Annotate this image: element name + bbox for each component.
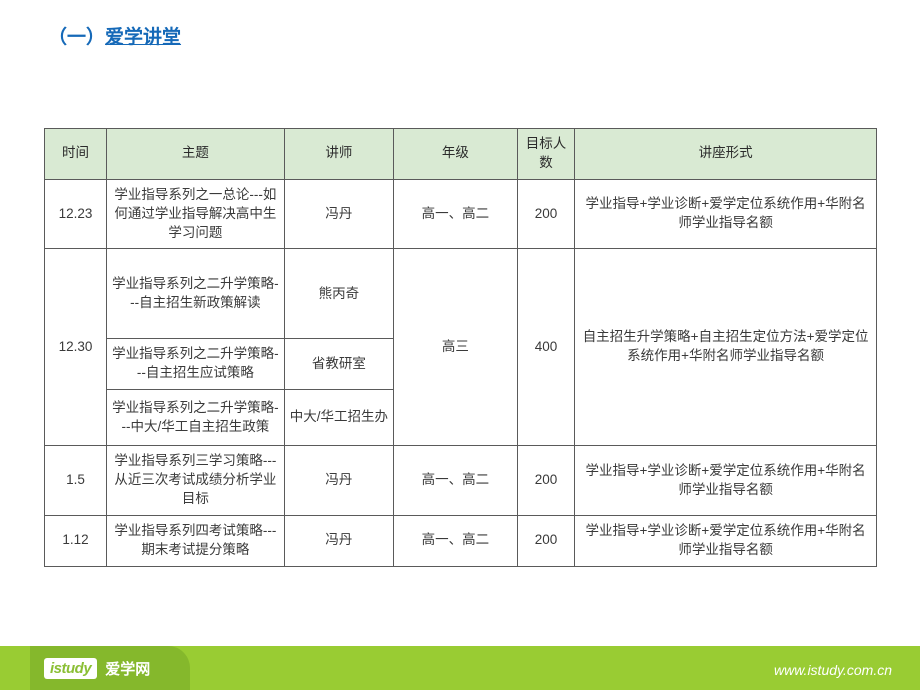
cell-lecturer: 省教研室	[284, 339, 393, 390]
cell-time: 12.23	[45, 179, 107, 249]
cell-lecturer: 冯丹	[284, 446, 393, 516]
title-prefix: （一）	[48, 27, 105, 48]
cell-topic: 学业指导系列之二升学策略---自主招生新政策解读	[106, 249, 284, 339]
cell-format: 学业指导+学业诊断+爱学定位系统作用+华附名师学业指导名额	[575, 179, 877, 249]
schedule-table-wrap: 时间主题讲师年级目标人数讲座形式 12.23学业指导系列之一总论---如何通过学…	[44, 128, 877, 567]
table-row: 1.5学业指导系列三学习策略---从近三次考试成绩分析学业目标冯丹高一、高二20…	[45, 446, 877, 516]
cell-topic: 学业指导系列三学习策略---从近三次考试成绩分析学业目标	[106, 446, 284, 516]
cell-format: 自主招生升学策略+自主招生定位方法+爱学定位系统作用+华附名师学业指导名额	[575, 249, 877, 446]
cell-target: 400	[517, 249, 574, 446]
cell-grade: 高一、高二	[393, 179, 517, 249]
brand-logo-zh: 爱学网	[105, 658, 150, 679]
cell-time: 1.12	[45, 515, 107, 566]
table-header-cell: 讲师	[284, 129, 393, 180]
table-body: 12.23学业指导系列之一总论---如何通过学业指导解决高中生学习问题冯丹高一、…	[45, 179, 877, 566]
cell-topic: 学业指导系列之二升学策略---中大/华工自主招生政策	[106, 390, 284, 446]
cell-target: 200	[517, 515, 574, 566]
cell-format: 学业指导+学业诊断+爱学定位系统作用+华附名师学业指导名额	[575, 446, 877, 516]
footer-url: www.istudy.com.cn	[774, 662, 892, 678]
table-header-cell: 年级	[393, 129, 517, 180]
schedule-table: 时间主题讲师年级目标人数讲座形式 12.23学业指导系列之一总论---如何通过学…	[44, 128, 877, 567]
cell-lecturer: 熊丙奇	[284, 249, 393, 339]
cell-grade: 高一、高二	[393, 515, 517, 566]
page-title: （一）爱学讲堂	[48, 22, 181, 49]
table-header-row: 时间主题讲师年级目标人数讲座形式	[45, 129, 877, 180]
table-row: 12.30学业指导系列之二升学策略---自主招生新政策解读熊丙奇高三400自主招…	[45, 249, 877, 339]
cell-topic: 学业指导系列之二升学策略---自主招生应试策略	[106, 339, 284, 390]
table-row: 1.12学业指导系列四考试策略---期末考试提分策略冯丹高一、高二200学业指导…	[45, 515, 877, 566]
cell-lecturer: 冯丹	[284, 515, 393, 566]
cell-target: 200	[517, 179, 574, 249]
title-link[interactable]: 爱学讲堂	[105, 27, 181, 48]
cell-topic: 学业指导系列四考试策略---期末考试提分策略	[106, 515, 284, 566]
table-header-cell: 时间	[45, 129, 107, 180]
cell-lecturer: 冯丹	[284, 179, 393, 249]
cell-grade: 高一、高二	[393, 446, 517, 516]
table-row: 12.23学业指导系列之一总论---如何通过学业指导解决高中生学习问题冯丹高一、…	[45, 179, 877, 249]
brand-logo-en: istudy	[44, 658, 97, 679]
brand-tab: istudy 爱学网	[30, 646, 190, 690]
cell-grade: 高三	[393, 249, 517, 446]
table-header-cell: 主题	[106, 129, 284, 180]
cell-time: 1.5	[45, 446, 107, 516]
cell-format: 学业指导+学业诊断+爱学定位系统作用+华附名师学业指导名额	[575, 515, 877, 566]
table-header-cell: 讲座形式	[575, 129, 877, 180]
table-header-cell: 目标人数	[517, 129, 574, 180]
cell-time: 12.30	[45, 249, 107, 446]
cell-target: 200	[517, 446, 574, 516]
cell-topic: 学业指导系列之一总论---如何通过学业指导解决高中生学习问题	[106, 179, 284, 249]
footer-bar: istudy 爱学网 www.istudy.com.cn	[0, 646, 920, 690]
cell-lecturer: 中大/华工招生办	[284, 390, 393, 446]
